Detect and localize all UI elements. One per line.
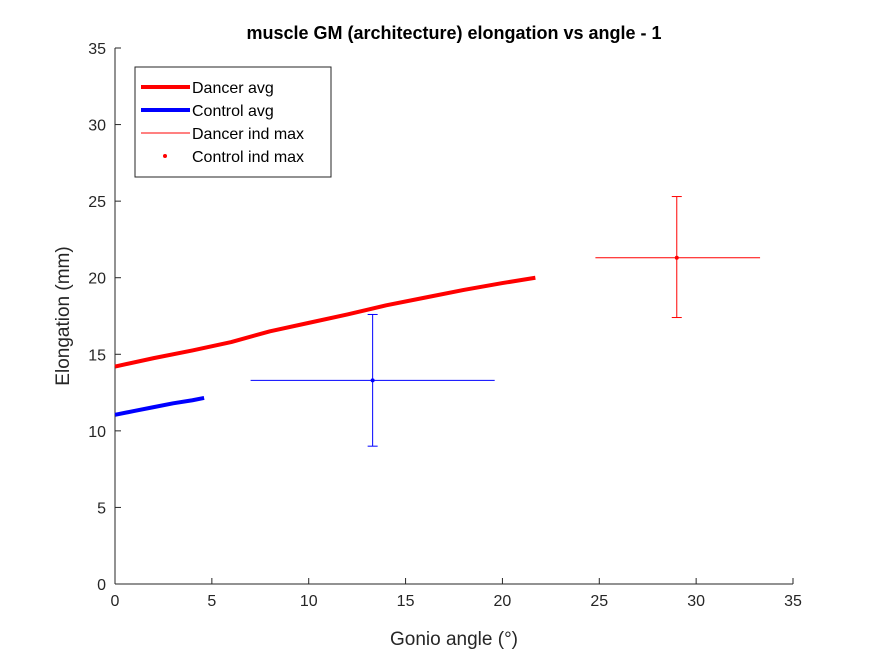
x-tick-label: 20 bbox=[494, 593, 512, 610]
y-tick-label: 20 bbox=[88, 271, 106, 288]
y-tick-label: 30 bbox=[88, 118, 106, 135]
x-tick-label: 10 bbox=[300, 593, 318, 610]
x-tick-label: 30 bbox=[687, 593, 705, 610]
legend-label-dancer-avg: Dancer avg bbox=[192, 80, 274, 97]
x-tick-label: 15 bbox=[397, 593, 415, 610]
x-tick-label: 25 bbox=[590, 593, 608, 610]
x-tick-label: 5 bbox=[207, 593, 216, 610]
series-line-dancer-avg bbox=[114, 275, 536, 369]
series-line-control-avg bbox=[114, 395, 205, 417]
legend: Dancer avg Control avg Dancer ind max Contr… bbox=[134, 66, 332, 178]
y-axis-label: Elongation (mm) bbox=[53, 246, 74, 385]
axes: 0 5 10 15 20 25 30 35 0 5 10 15 20 25 30 35 bbox=[88, 41, 802, 610]
legend-label-control-avg: Control avg bbox=[192, 103, 274, 120]
y-tick-label: 25 bbox=[88, 194, 106, 211]
x-axis-label: Gonio angle (°) bbox=[390, 629, 518, 650]
data-point-dancer-ind-max bbox=[674, 255, 679, 260]
y-tick-label: 0 bbox=[97, 577, 106, 594]
y-tick-label: 35 bbox=[88, 41, 106, 58]
chart-title: muscle GM (architecture) elongation vs a… bbox=[246, 23, 661, 43]
legend-label-dancer-ind-max: Dancer ind max bbox=[192, 126, 304, 143]
y-tick-label: 10 bbox=[88, 424, 106, 441]
x-tick-label: 35 bbox=[784, 593, 802, 610]
legend-swatch-control-ind-max bbox=[163, 154, 167, 158]
data-point-control-ind-max bbox=[370, 378, 375, 383]
legend-label-control-ind-max: Control ind max bbox=[192, 149, 304, 166]
x-tick-label: 0 bbox=[111, 593, 120, 610]
data-marks bbox=[114, 196, 761, 447]
y-tick-label: 5 bbox=[97, 500, 106, 517]
y-tick-label: 15 bbox=[88, 347, 106, 364]
